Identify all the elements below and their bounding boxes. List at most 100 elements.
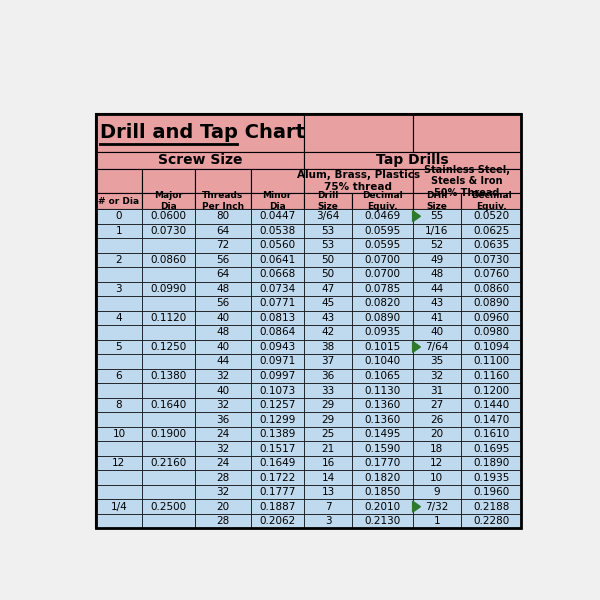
Bar <box>96 193 142 209</box>
Bar <box>251 427 304 442</box>
Bar <box>461 427 521 442</box>
Bar <box>461 281 521 296</box>
Text: 0.2500: 0.2500 <box>151 502 187 512</box>
Text: 0.1160: 0.1160 <box>473 371 509 381</box>
Bar <box>304 456 352 470</box>
Text: 38: 38 <box>322 342 335 352</box>
Text: 0.1040: 0.1040 <box>364 356 400 367</box>
Text: 0.0635: 0.0635 <box>473 241 509 250</box>
Text: 0.0600: 0.0600 <box>151 211 187 221</box>
Bar <box>304 499 352 514</box>
Bar <box>142 485 195 499</box>
Text: 55: 55 <box>430 211 443 221</box>
Bar <box>461 442 521 456</box>
Text: 1/16: 1/16 <box>425 226 448 236</box>
Text: 0.1722: 0.1722 <box>259 473 295 482</box>
Bar <box>461 296 521 311</box>
Bar <box>96 354 142 369</box>
Text: Drill
Size: Drill Size <box>317 191 338 211</box>
Bar <box>142 238 195 253</box>
Text: 50: 50 <box>322 255 335 265</box>
Text: 53: 53 <box>322 226 335 236</box>
Text: 40: 40 <box>216 313 229 323</box>
Bar <box>461 311 521 325</box>
Text: 0.2062: 0.2062 <box>259 516 295 526</box>
Bar <box>251 340 304 354</box>
Bar <box>96 238 142 253</box>
Text: 0.2010: 0.2010 <box>364 502 400 512</box>
Bar <box>96 296 142 311</box>
Text: 16: 16 <box>322 458 335 468</box>
Bar <box>461 514 521 529</box>
Bar <box>195 224 251 238</box>
Bar <box>195 456 251 470</box>
Text: 41: 41 <box>430 313 443 323</box>
Text: # or Dia: # or Dia <box>98 197 139 206</box>
Text: 0.2160: 0.2160 <box>151 458 187 468</box>
Text: 0.1649: 0.1649 <box>259 458 295 468</box>
Text: Drill and Tap Chart: Drill and Tap Chart <box>100 123 305 142</box>
Bar <box>461 398 521 412</box>
Bar <box>352 398 413 412</box>
Bar <box>352 325 413 340</box>
Text: 3: 3 <box>116 284 122 294</box>
Text: Major
Dia: Major Dia <box>154 191 183 211</box>
Text: 7: 7 <box>325 502 331 512</box>
Bar <box>195 296 251 311</box>
Text: 0.1120: 0.1120 <box>151 313 187 323</box>
Text: 53: 53 <box>322 241 335 250</box>
Bar <box>96 325 142 340</box>
Text: 50: 50 <box>322 269 335 280</box>
Text: 37: 37 <box>322 356 335 367</box>
Text: 13: 13 <box>322 487 335 497</box>
Text: Screw Size: Screw Size <box>158 154 242 167</box>
Bar <box>352 224 413 238</box>
Text: 49: 49 <box>430 255 443 265</box>
Text: 0.0990: 0.0990 <box>151 284 187 294</box>
Text: 10: 10 <box>430 473 443 482</box>
Bar <box>413 442 461 456</box>
Bar <box>195 470 251 485</box>
Bar <box>352 456 413 470</box>
Bar <box>251 442 304 456</box>
Bar <box>352 267 413 281</box>
Bar <box>251 499 304 514</box>
Bar <box>142 354 195 369</box>
Text: 0.1777: 0.1777 <box>259 487 295 497</box>
Bar <box>195 499 251 514</box>
Text: 0.0520: 0.0520 <box>473 211 509 221</box>
Bar <box>304 113 413 152</box>
Text: 27: 27 <box>430 400 443 410</box>
Text: 6: 6 <box>116 371 122 381</box>
Bar <box>461 485 521 499</box>
Text: 0.1890: 0.1890 <box>473 458 509 468</box>
Bar <box>413 113 521 152</box>
Bar <box>195 325 251 340</box>
Bar <box>142 398 195 412</box>
Bar <box>195 253 251 267</box>
Bar <box>413 470 461 485</box>
Text: 0.1015: 0.1015 <box>364 342 401 352</box>
Bar <box>413 224 461 238</box>
Bar <box>304 224 352 238</box>
Bar <box>304 514 352 529</box>
Text: Threads
Per Inch: Threads Per Inch <box>202 191 244 211</box>
Text: 1: 1 <box>433 516 440 526</box>
Text: 0.1250: 0.1250 <box>151 342 187 352</box>
Bar <box>251 281 304 296</box>
Bar <box>304 383 352 398</box>
Bar <box>413 267 461 281</box>
Text: 0.1960: 0.1960 <box>473 487 509 497</box>
Text: 0.1200: 0.1200 <box>473 386 509 395</box>
Text: 0.1065: 0.1065 <box>364 371 401 381</box>
Text: 32: 32 <box>216 443 229 454</box>
Text: 32: 32 <box>216 487 229 497</box>
Bar <box>251 193 304 209</box>
Bar <box>251 456 304 470</box>
Bar <box>304 152 521 169</box>
Text: 0.1610: 0.1610 <box>473 429 509 439</box>
Bar <box>352 514 413 529</box>
Text: 0.0997: 0.0997 <box>259 371 295 381</box>
Text: 0.1887: 0.1887 <box>259 502 295 512</box>
Text: 28: 28 <box>216 473 229 482</box>
